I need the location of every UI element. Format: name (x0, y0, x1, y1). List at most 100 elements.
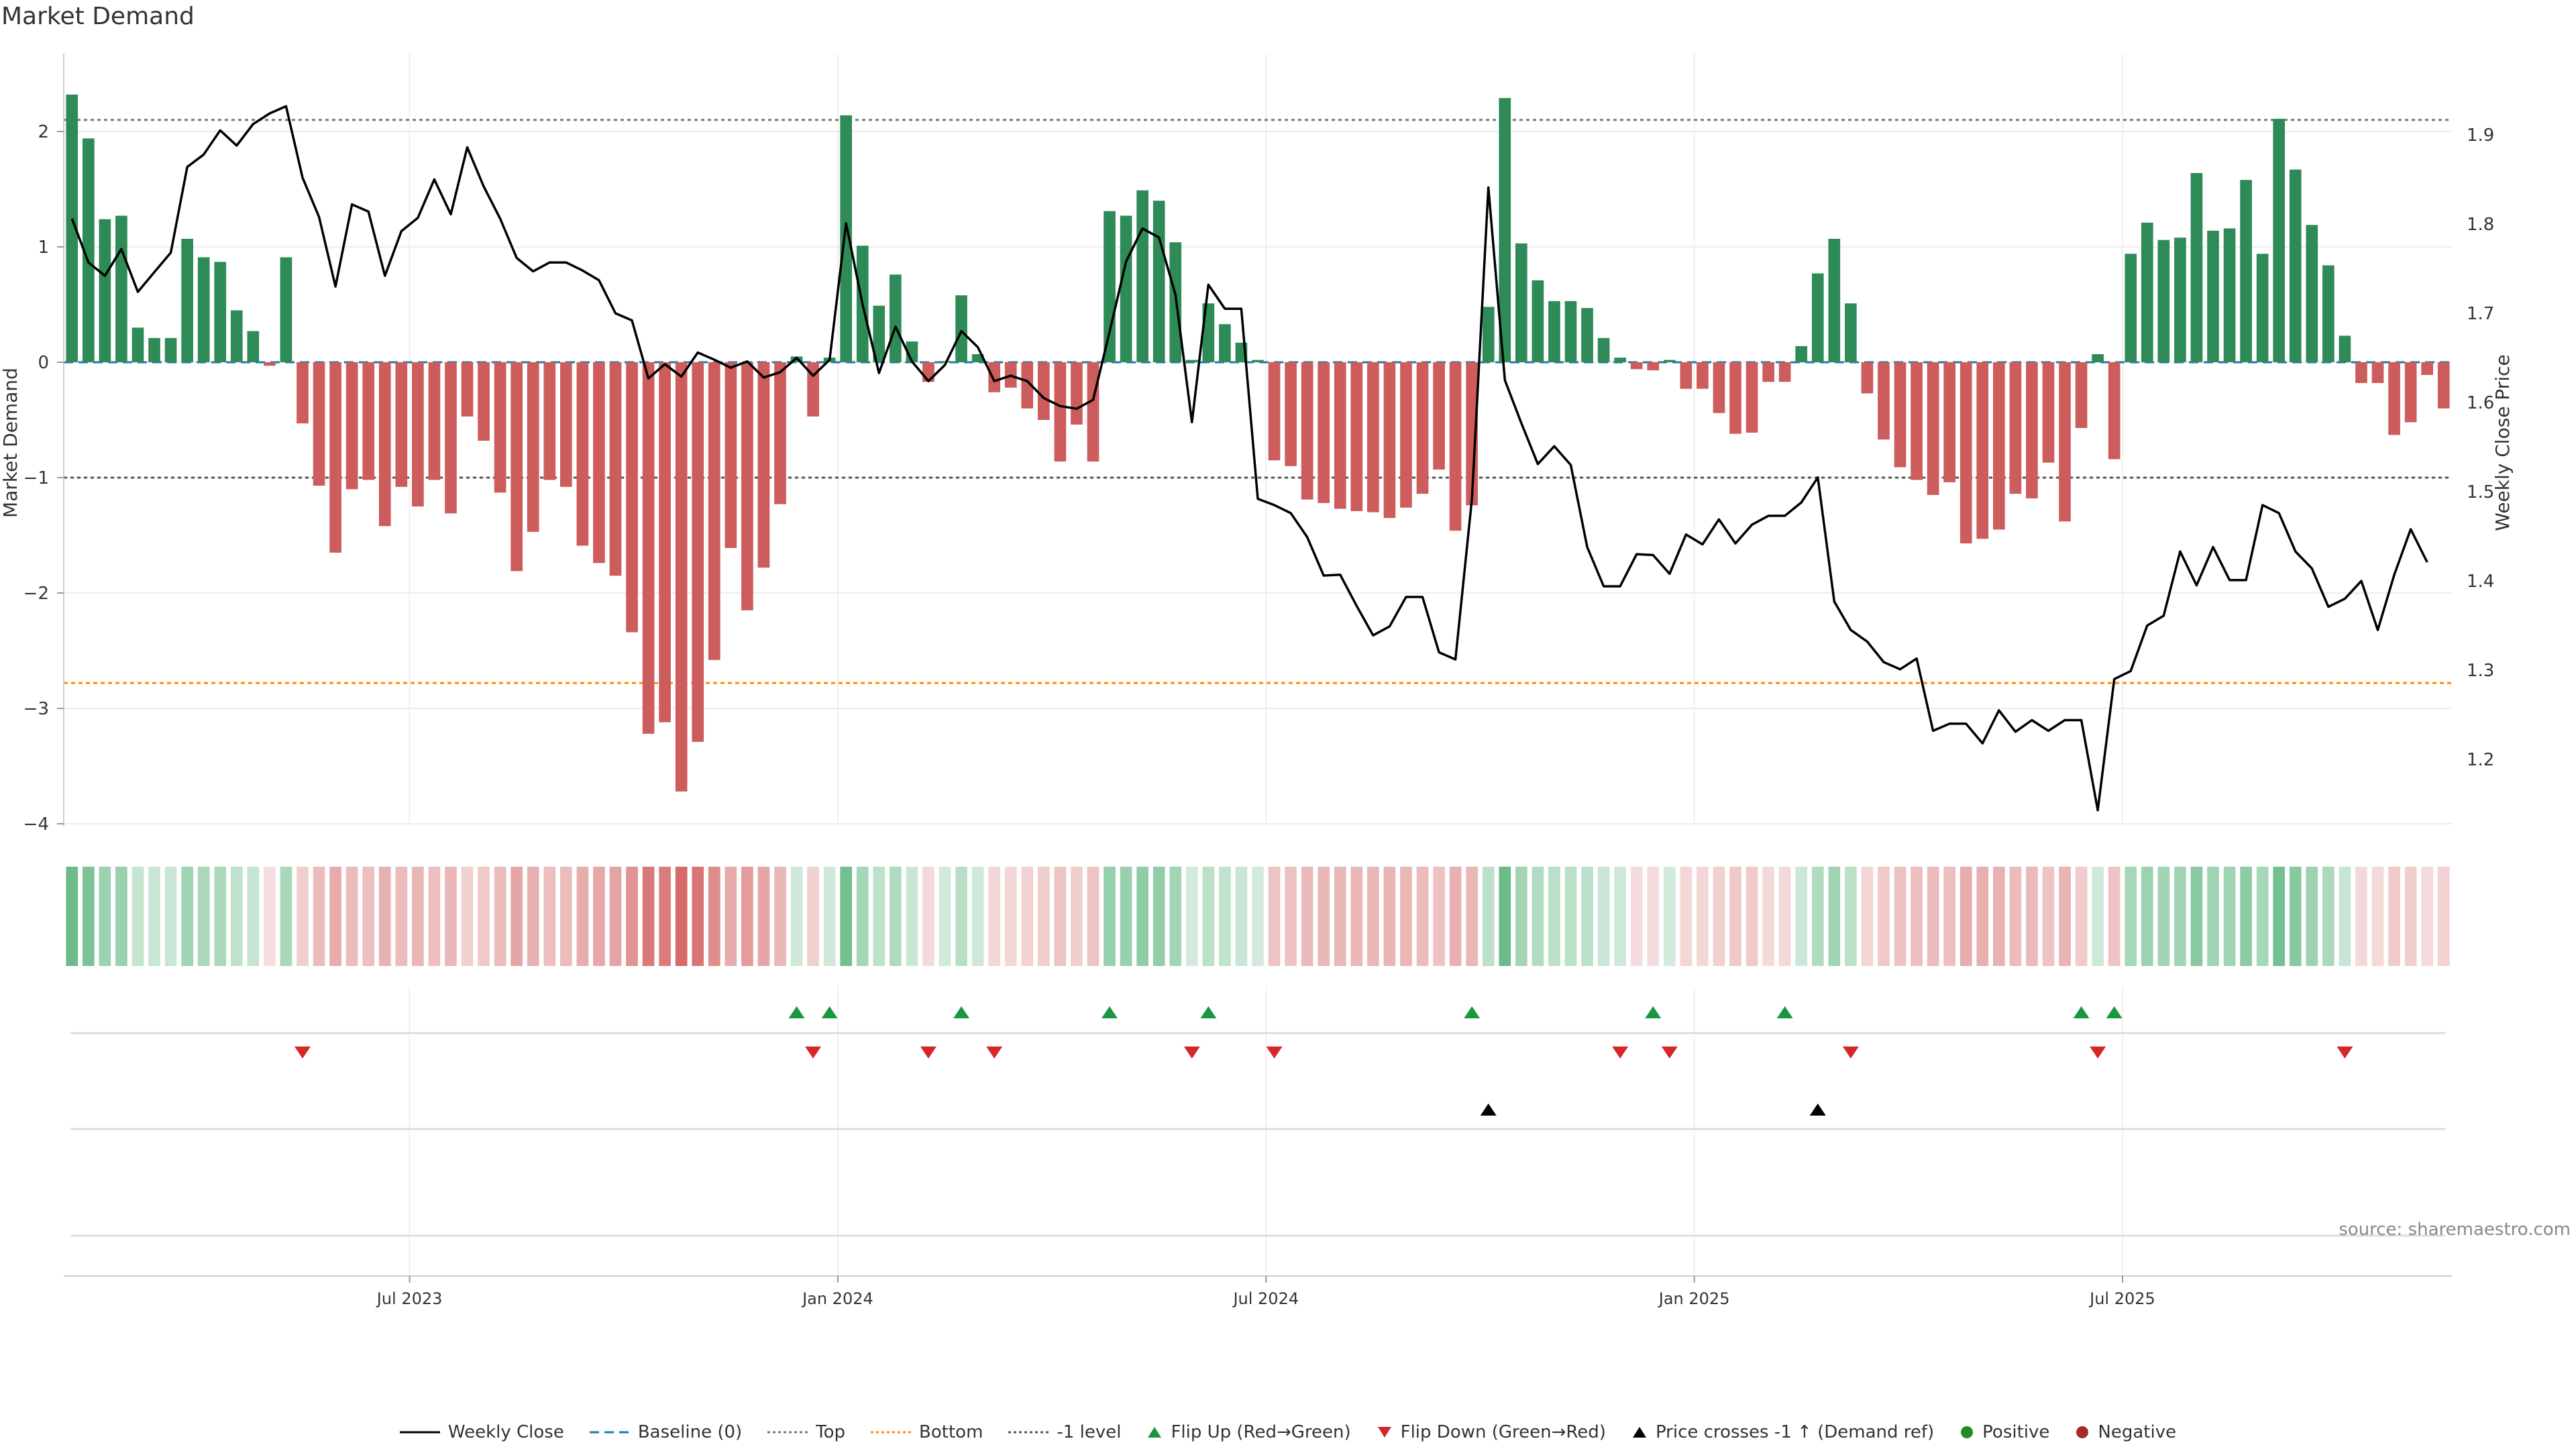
heat-cell (1581, 867, 1593, 966)
left-tick-label: −1 (23, 468, 49, 488)
demand-bar (1894, 362, 1907, 468)
demand-bar (1845, 303, 1857, 362)
demand-bar (1861, 362, 1874, 394)
demand-bar (264, 362, 276, 366)
demand-bar (1795, 345, 1808, 362)
demand-bar (2240, 180, 2252, 362)
legend-item-bottom: Bottom (871, 1422, 983, 1442)
heat-cell (1911, 867, 1923, 966)
demand-bar (2174, 237, 2186, 362)
demand-bar (313, 362, 325, 486)
demand-bar (1630, 362, 1643, 370)
demand-bar (1548, 301, 1560, 362)
demand-bar (1663, 360, 1676, 362)
heat-cell (1729, 867, 1741, 966)
heat-cell (1515, 867, 1527, 966)
flip-up-marker (821, 1006, 838, 1018)
legend-dotted-icon (1008, 1431, 1049, 1434)
heat-cell (1235, 867, 1248, 966)
heat-cell (2190, 867, 2203, 966)
heat-cell (1416, 867, 1429, 966)
heat-cell (2207, 867, 2219, 966)
demand-bar (2404, 362, 2417, 423)
heat-cell (1021, 867, 1034, 966)
flip-up-marker (788, 1006, 805, 1018)
heat-cell (741, 867, 753, 966)
heat-cell (890, 867, 902, 966)
heat-cell (807, 867, 819, 966)
heat-cell (1878, 867, 1890, 966)
circle-icon (2076, 1426, 2089, 1438)
heat-cell (2289, 867, 2302, 966)
heat-cell (1350, 867, 1363, 966)
demand-bars (66, 94, 2450, 792)
legend-item-price-cross: Price crosses -1 ↑ (Demand ref) (1631, 1422, 1934, 1442)
heat-cell (181, 867, 193, 966)
legend-item-baseline: Baseline (0) (589, 1422, 743, 1442)
triangle-down-icon (1377, 1427, 1391, 1438)
legend-label: Baseline (0) (637, 1422, 743, 1442)
demand-bar (1564, 301, 1577, 362)
heat-cell (2092, 867, 2104, 966)
heat-cell (66, 867, 78, 966)
demand-bar (1960, 362, 1972, 544)
legend-label: Positive (1982, 1422, 2050, 1442)
demand-bar (2273, 119, 2286, 362)
heat-cell (1252, 867, 1264, 966)
heat-cell (559, 867, 572, 966)
demand-bar (971, 354, 984, 362)
heat-cell (576, 867, 589, 966)
heat-cell (790, 867, 803, 966)
heat-cell (1647, 867, 1660, 966)
demand-bar (1021, 362, 1034, 409)
demand-bar (99, 219, 111, 362)
heat-cell (922, 867, 934, 966)
heat-cell (428, 867, 441, 966)
heat-cell (1845, 867, 1857, 966)
demand-bar (1054, 362, 1067, 462)
heat-cell (1087, 867, 1099, 966)
flip-down-marker (1266, 1046, 1283, 1059)
demand-bar (2059, 362, 2071, 522)
demand-heat-strip (66, 867, 2450, 966)
heat-cell (2223, 867, 2236, 966)
demand-bar (576, 362, 589, 546)
price-cross-marker (1809, 1104, 1826, 1116)
demand-bar (247, 331, 260, 362)
legend-dotted-icon (871, 1431, 912, 1434)
heat-cell (873, 867, 885, 966)
heat-cell (2355, 867, 2367, 966)
demand-bar (1400, 362, 1412, 508)
heat-cell (2404, 867, 2417, 966)
heat-cell (82, 867, 95, 966)
heat-cell (329, 867, 341, 966)
heat-cell (280, 867, 292, 966)
source-note: source: sharemaestro.com (2339, 1220, 2571, 1240)
demand-bar (1037, 362, 1050, 420)
demand-bar (741, 362, 753, 610)
legend-item-positive: Positive (1960, 1422, 2049, 1442)
demand-bar (1499, 98, 1511, 362)
demand-bar (724, 362, 737, 548)
heat-cell (724, 867, 737, 966)
heat-cell (2421, 867, 2434, 966)
heat-cell (1400, 867, 1412, 966)
left-tick-label: −2 (23, 584, 49, 604)
demand-bar (1927, 362, 1939, 495)
demand-bar (461, 362, 474, 417)
x-tick-label: Jan 2024 (801, 1289, 873, 1308)
demand-bar (1482, 307, 1495, 362)
legend-label: Top (816, 1422, 846, 1442)
demand-bar (1762, 362, 1774, 382)
heat-cell (1482, 867, 1495, 966)
demand-bar (428, 362, 441, 480)
demand-bar (659, 362, 671, 722)
heat-cell (1449, 867, 1462, 966)
demand-bar (1152, 201, 1165, 362)
heat-cell (1713, 867, 1725, 966)
demand-bar (988, 362, 1001, 392)
heat-cell (659, 867, 671, 966)
demand-bar (692, 362, 704, 742)
flip-up-marker (1464, 1006, 1481, 1018)
flip-down-marker (2337, 1046, 2353, 1059)
